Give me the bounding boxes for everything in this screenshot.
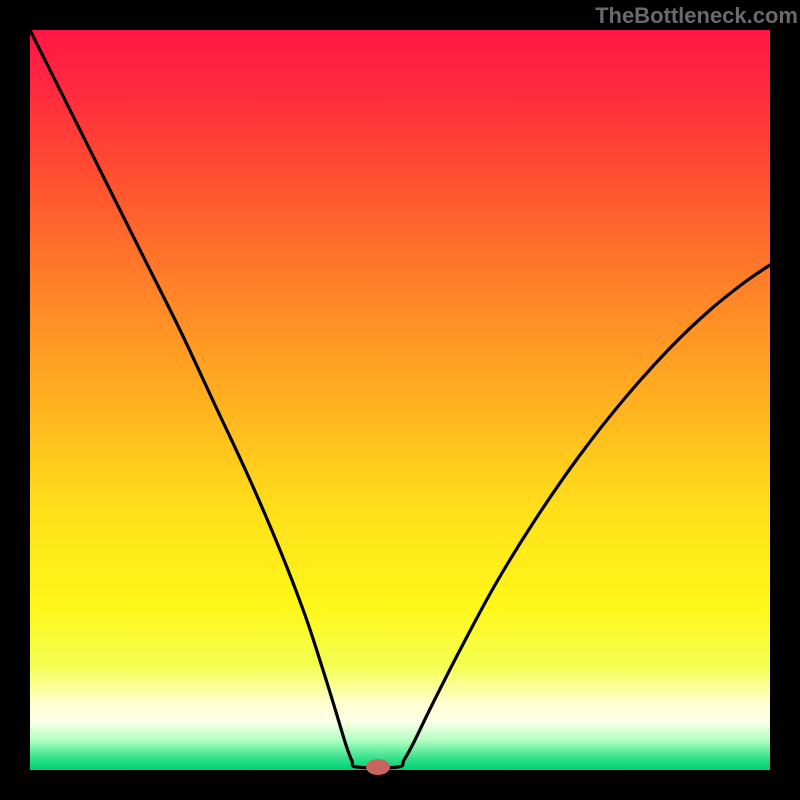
optimum-marker [366, 759, 390, 775]
watermark-text: TheBottleneck.com [595, 3, 798, 29]
gradient-panel [30, 30, 770, 770]
bottleneck-plot [0, 0, 800, 800]
